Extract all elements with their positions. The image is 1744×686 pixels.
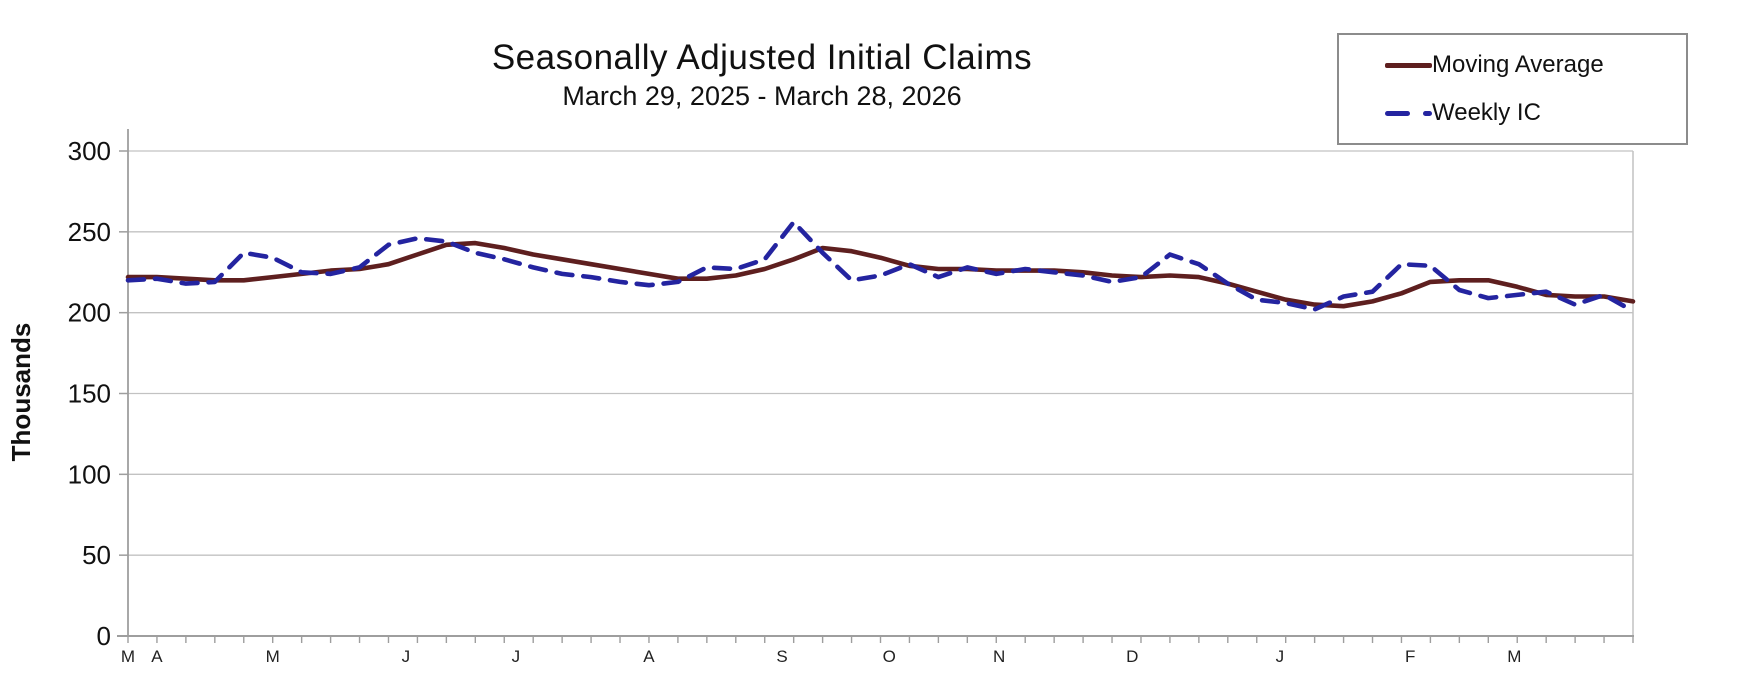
x-axis-month-label: J xyxy=(402,647,411,666)
x-axis-month-label: O xyxy=(883,647,896,666)
moving-average-line xyxy=(125,240,1636,309)
x-axis-month-label: M xyxy=(121,647,135,666)
y-axis-tick-label: 250 xyxy=(68,217,111,247)
x-axis-month-label: S xyxy=(776,647,787,666)
legend-item-moving-average: Moving Average xyxy=(1385,51,1686,79)
x-axis-month-label: A xyxy=(151,647,163,666)
legend-label-moving-average: Moving Average xyxy=(1432,51,1604,78)
weekly-ic-line-swatch xyxy=(1385,110,1432,116)
x-axis-month-label: A xyxy=(643,647,655,666)
x-axis-month-label: N xyxy=(993,647,1005,666)
x-axis-month-label: M xyxy=(266,647,280,666)
y-axis-tick-label: 50 xyxy=(82,540,111,570)
y-axis-tick-label: 200 xyxy=(68,298,111,328)
x-axis-month-label: J xyxy=(512,647,521,666)
x-axis-month-label: F xyxy=(1405,647,1415,666)
y-axis-title: Thousands xyxy=(6,323,36,462)
x-axis-month-label: J xyxy=(1276,647,1285,666)
x-axis-month-label: M xyxy=(1507,647,1521,666)
legend-item-weekly-ic: Weekly IC xyxy=(1385,99,1686,127)
legend: Moving Average Weekly IC xyxy=(1337,33,1688,145)
legend-label-weekly-ic: Weekly IC xyxy=(1432,99,1541,126)
y-axis-tick-label: 150 xyxy=(68,379,111,409)
weekly-ic-line xyxy=(125,219,1636,314)
moving-average-line-swatch xyxy=(1385,62,1432,68)
y-axis-tick-label: 300 xyxy=(68,136,111,166)
y-axis-tick-label: 100 xyxy=(68,459,111,489)
y-axis-tick-label: 0 xyxy=(97,621,111,651)
x-axis-month-label: D xyxy=(1126,647,1138,666)
